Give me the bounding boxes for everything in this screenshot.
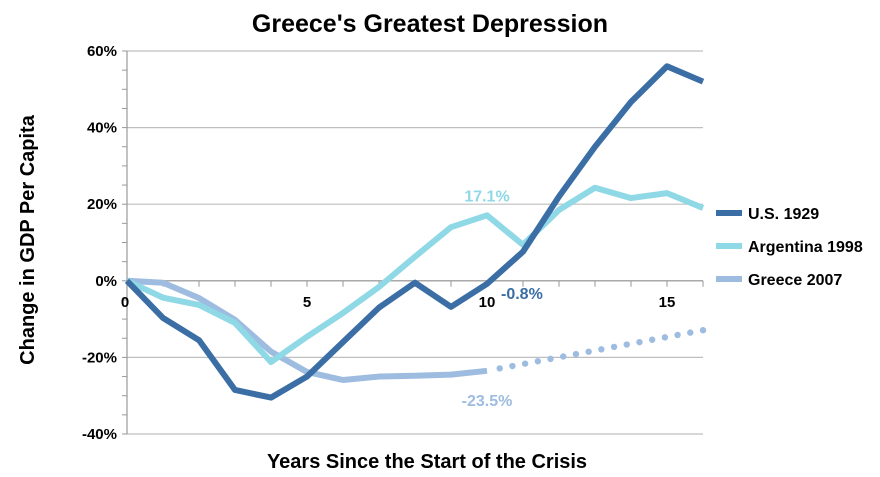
- series-line-greece-2007: [126, 277, 488, 383]
- legend-label: Argentina 1998: [748, 239, 863, 256]
- projection-dot: [560, 353, 567, 360]
- data-label: -0.8%: [501, 286, 543, 303]
- y-axis-label: Change in GDP Per Capita: [17, 114, 39, 365]
- projection-dot: [585, 348, 592, 355]
- projection-dot: [547, 355, 554, 363]
- projection-dot: [636, 338, 643, 346]
- projection-dot: [661, 334, 669, 341]
- projection-dot: [687, 329, 694, 336]
- y-tick-label: 60%: [87, 43, 117, 60]
- series-line-u-s-1929: [124, 63, 705, 401]
- x-tick-label: 5: [303, 294, 311, 311]
- legend-label: Greece 2007: [748, 272, 842, 289]
- data-label: 17.1%: [464, 188, 509, 205]
- projection-dot: [648, 336, 656, 343]
- y-tick-label: 20%: [87, 196, 117, 213]
- projection-dot: [496, 365, 503, 372]
- projection-dot: [699, 327, 707, 334]
- projection-dot: [572, 350, 580, 358]
- projection-dot: [598, 346, 605, 353]
- series-line-argentina-1998: [125, 184, 705, 365]
- projection-dot: [623, 341, 630, 348]
- data-label: -23.5%: [462, 393, 513, 410]
- y-tick-label: 0%: [95, 273, 117, 290]
- y-tick-label: 40%: [87, 120, 117, 137]
- chart-title: Greece's Greatest Depression: [252, 10, 608, 38]
- x-tick-label: 10: [479, 294, 496, 311]
- x-axis-label: Years Since the Start of the Crisis: [267, 451, 587, 473]
- y-tick-label: -40%: [82, 426, 117, 443]
- projection-dot: [610, 343, 618, 351]
- y-tick-label: -20%: [82, 349, 117, 366]
- projection-dot: [674, 331, 681, 339]
- projection-dot: [509, 362, 516, 370]
- projection-dot: [534, 358, 542, 365]
- projection-dot: [521, 360, 529, 367]
- x-tick-label: 0: [121, 294, 129, 311]
- x-tick-label: 15: [659, 294, 676, 311]
- legend-label: U.S. 1929: [748, 206, 819, 223]
